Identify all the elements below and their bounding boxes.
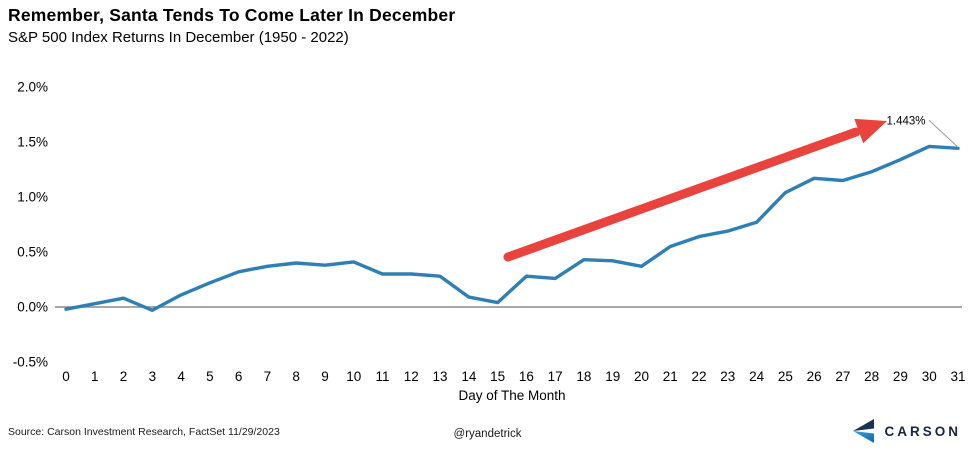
y-tick-label: 0.5% (17, 245, 48, 260)
x-tick-label: 10 (346, 369, 361, 384)
x-tick-label: 22 (692, 369, 707, 384)
y-tick-label: 1.5% (17, 135, 48, 150)
x-tick-label: 12 (404, 369, 419, 384)
x-axis-tick-labels: 0 1 2 3 4 5 6 7 8 9 10 11 12 13 14 15 16 17 18 19 20 21 22 23 24… (62, 369, 965, 384)
x-tick-label: 27 (835, 369, 850, 384)
x-tick-label: 26 (807, 369, 822, 384)
x-tick-label: 3 (149, 369, 157, 384)
carson-logo-text: CARSON (884, 423, 961, 439)
endpoint-annotation: 1.443% (886, 115, 958, 147)
x-tick-label: 11 (376, 369, 390, 384)
x-tick-label: 19 (605, 369, 620, 384)
trend-arrow (503, 118, 887, 262)
trend-arrow-head (854, 118, 887, 144)
x-tick-label: 16 (519, 369, 534, 384)
y-tick-label: 0.0% (17, 300, 48, 315)
x-tick-label: 0 (62, 369, 70, 384)
y-tick-label: 2.0% (17, 80, 48, 95)
x-tick-label: 9 (321, 369, 329, 384)
x-tick-label: 24 (749, 369, 765, 384)
x-tick-label: 7 (264, 369, 272, 384)
annotation-value-label: 1.443% (886, 115, 925, 127)
x-tick-label: 28 (864, 369, 879, 384)
x-tick-label: 20 (634, 369, 649, 384)
carson-logo: CARSON (850, 418, 961, 444)
carson-logo-icon (853, 419, 875, 443)
returns-line (64, 144, 960, 312)
x-tick-label: 15 (490, 369, 505, 384)
x-tick-label: 1 (91, 369, 99, 384)
x-tick-label: 2 (120, 369, 128, 384)
x-tick-label: 23 (720, 369, 735, 384)
x-tick-label: 30 (922, 369, 937, 384)
trend-arrow-shaft (503, 127, 861, 262)
y-tick-label: -0.5% (13, 355, 48, 370)
x-tick-label: 29 (893, 369, 908, 384)
x-tick-label: 21 (663, 369, 678, 384)
y-tick-label: 1.0% (17, 190, 48, 205)
x-tick-label: 18 (576, 369, 591, 384)
x-tick-label: 14 (461, 369, 477, 384)
x-tick-label: 6 (235, 369, 243, 384)
chart-subtitle: S&P 500 Index Returns In December (1950 … (8, 28, 349, 46)
annotation-leader-line (928, 119, 958, 147)
x-tick-label: 4 (177, 369, 185, 384)
x-tick-label: 5 (206, 369, 214, 384)
x-tick-label: 8 (292, 369, 300, 384)
returns-line-series (64, 144, 960, 312)
twitter-handle: @ryandetrick (453, 428, 522, 440)
chart-header: Remember, Santa Tends To Come Later In D… (8, 4, 455, 46)
y-axis-tick-labels: 2.0% 1.5% 1.0% 0.5% 0.0% -0.5% (13, 80, 48, 370)
chart-title: Remember, Santa Tends To Come Later In D… (8, 5, 456, 25)
x-axis-title: Day of The Month (458, 388, 565, 403)
x-tick-label: 17 (548, 369, 563, 384)
source-note: Source: Carson Investment Research, Fact… (8, 426, 280, 438)
x-tick-label: 13 (433, 369, 448, 384)
x-tick-label: 31 (950, 369, 965, 384)
x-tick-label: 25 (778, 369, 793, 384)
